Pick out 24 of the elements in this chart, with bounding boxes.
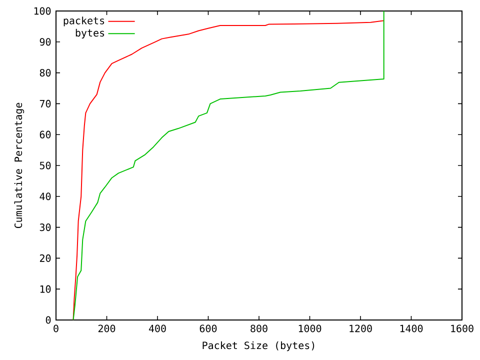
y-tick-label: 90 (40, 38, 51, 46)
y-tick-label: 80 (40, 69, 51, 77)
x-tick-label: 800 (250, 324, 268, 332)
x-tick-label: 200 (98, 324, 116, 332)
y-tick-label: 70 (40, 100, 51, 108)
x-tick-label: 1400 (400, 324, 423, 332)
legend-label: packets (64, 16, 104, 26)
y-tick-label: 50 (40, 162, 51, 170)
y-axis-title: Cumulative Percentage (14, 102, 24, 228)
y-tick-label: 30 (40, 224, 51, 232)
legend-label: bytes (76, 28, 104, 39)
x-tick-label: 400 (148, 324, 166, 332)
x-tick-label: 1200 (350, 324, 372, 332)
x-tick-label: 0 (54, 324, 58, 332)
y-tick-label: 0 (46, 316, 51, 324)
x-tick-label: 1600 (451, 324, 474, 332)
x-tick-label: 1000 (298, 324, 322, 332)
x-axis-title: Packet Size (bytes) (202, 341, 314, 352)
y-tick-label: 40 (40, 192, 51, 200)
y-tick-label: 20 (40, 254, 51, 262)
y-tick-label: 100 (34, 7, 51, 15)
x-tick-label: 600 (200, 324, 217, 332)
y-tick-label: 10 (40, 285, 51, 293)
y-tick-label: 60 (40, 130, 51, 138)
